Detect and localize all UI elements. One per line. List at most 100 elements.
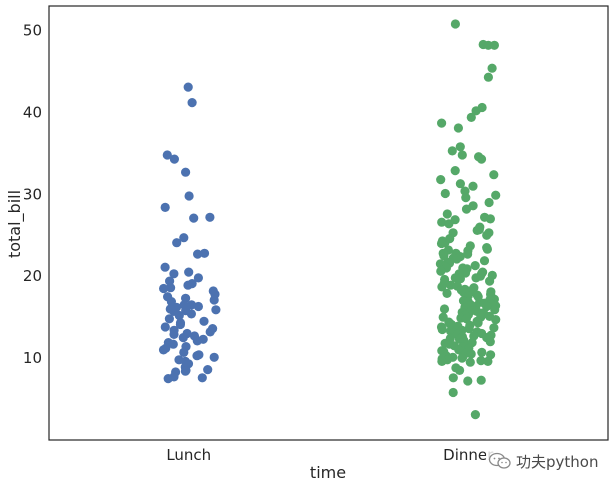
point-dinner [482,244,492,254]
point-lunch [162,150,172,160]
point-lunch [175,319,185,330]
y-tick-label: 20 [23,267,42,285]
y-axis: 10 20 30 40 50 [23,22,42,368]
point-lunch [169,269,179,279]
point-dinner [442,288,452,298]
point-lunch [164,314,174,324]
point-lunch [205,212,215,222]
point-lunch [181,167,191,177]
point-dinner [442,209,452,219]
plot-area [48,5,609,441]
point-lunch [186,309,196,319]
x-tick-label-dinner: Dinner [443,446,494,464]
point-dinner [489,40,499,50]
point-lunch [184,191,194,201]
point-dinner [473,318,483,328]
point-dinner [437,356,447,366]
point-dinner [452,254,462,264]
y-tick-label: 40 [23,103,42,121]
point-lunch [183,280,193,290]
point-dinner [461,193,471,203]
point-lunch [183,82,193,92]
point-lunch [193,249,203,259]
point-lunch [160,322,170,332]
point-dinner [483,72,493,82]
point-lunch [174,310,184,321]
point-dinner [487,63,497,73]
point-lunch [160,262,170,272]
point-dinner [437,282,447,292]
point-dinner [447,146,457,156]
point-dinner [470,410,480,420]
point-lunch [179,347,189,357]
point-dinner [471,106,481,116]
point-dinner [455,274,465,284]
point-lunch [163,374,173,384]
point-dinner [444,219,454,229]
point-dinner [450,166,460,176]
y-axis-label: total_bill [5,190,25,258]
point-dinner [440,188,450,199]
point-dinner [437,217,447,227]
point-lunch [189,213,199,223]
point-dinner [455,365,465,375]
point-dinner [477,347,487,357]
data-points [158,19,501,420]
point-dinner [485,337,495,347]
point-dinner [455,142,465,152]
point-dinner [468,181,478,191]
point-lunch [197,373,207,383]
point-dinner [453,123,463,133]
point-dinner [476,154,487,164]
point-lunch [179,233,189,243]
point-dinner [457,353,467,363]
point-lunch [193,273,203,283]
wechat-icon [488,452,511,469]
point-dinner [466,112,476,122]
point-lunch [193,301,203,312]
point-lunch [209,352,219,362]
x-axis: Lunch Dinner [166,446,494,464]
point-dinner [463,376,473,386]
point-lunch [168,339,178,349]
point-dinner [482,230,492,240]
point-lunch [169,154,179,164]
point-lunch [166,283,176,293]
point-dinner [464,324,474,334]
y-tick-label: 10 [23,349,42,367]
point-dinner [485,276,495,286]
point-dinner [461,204,472,214]
point-dinner [439,304,450,314]
point-dinner [479,256,490,266]
point-dinner [491,190,501,200]
point-lunch [160,202,170,212]
x-axis-label: time [310,463,346,482]
watermark: 功夫python [486,450,603,472]
point-lunch [192,351,202,361]
point-lunch [211,305,221,315]
y-tick-label: 30 [23,185,42,203]
point-dinner [437,324,447,335]
x-tick-label-lunch: Lunch [166,446,211,464]
point-dinner [476,375,486,385]
point-dinner [483,356,493,366]
point-dinner [457,150,467,160]
point-lunch [199,316,209,326]
point-lunch [192,336,202,346]
point-lunch [172,238,182,248]
point-dinner [454,345,464,355]
point-dinner [476,356,486,366]
point-lunch [184,267,194,277]
point-lunch [187,98,197,108]
point-dinner [436,266,446,276]
point-dinner [436,175,446,185]
point-lunch [205,327,215,337]
point-dinner [465,357,475,367]
point-dinner [482,301,492,312]
point-lunch [178,333,188,343]
point-dinner [491,315,501,325]
point-dinner [470,261,480,271]
point-dinner [489,170,499,180]
point-dinner [490,305,500,315]
